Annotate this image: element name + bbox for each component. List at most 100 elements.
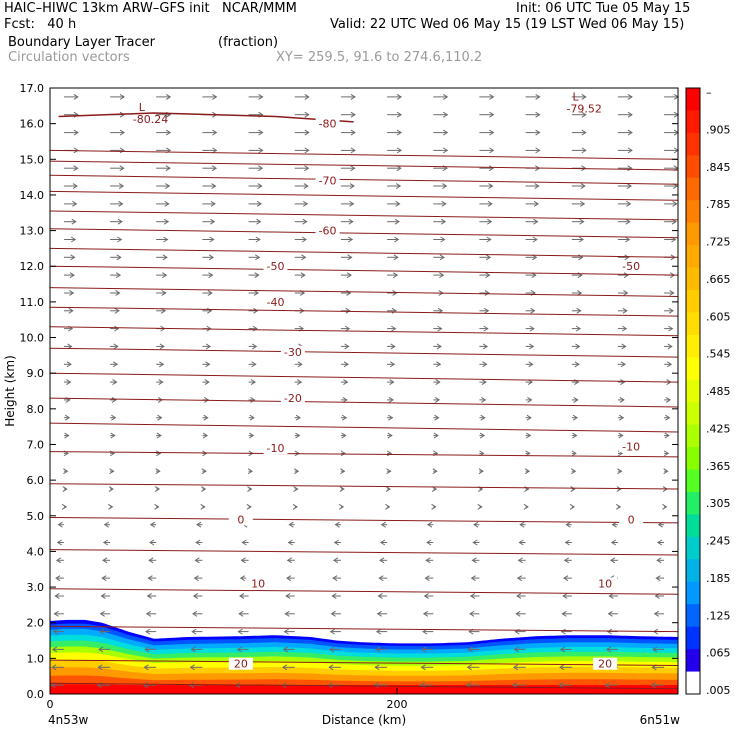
- vector-head: [432, 468, 438, 475]
- vector-head: [423, 593, 429, 599]
- vector-head: [626, 183, 632, 189]
- y-tick-label: 1.0: [27, 652, 45, 665]
- vector-head: [482, 343, 489, 350]
- vector-head: [246, 503, 252, 510]
- vector-head: [165, 93, 172, 100]
- vector-head: [606, 646, 612, 653]
- vector-head: [252, 343, 258, 350]
- vector-head: [610, 539, 617, 546]
- vector-head: [581, 129, 587, 136]
- vector-head: [112, 379, 118, 386]
- colorbar-swatch: [686, 290, 700, 313]
- colorbar-swatch: [686, 671, 700, 695]
- colorbar-swatch: [686, 177, 700, 201]
- vector-head: [489, 93, 495, 100]
- contour-label-bg: [593, 577, 618, 590]
- vector-head: [202, 432, 209, 439]
- vector-head: [71, 218, 77, 225]
- y-tick-label: 9.0: [27, 367, 45, 380]
- vector-head: [396, 93, 403, 100]
- vector-head: [147, 575, 153, 582]
- vector-head: [208, 254, 215, 261]
- vector-head: [530, 307, 536, 314]
- vector-head: [535, 93, 541, 100]
- vector-head: [388, 414, 394, 421]
- vector-head: [161, 290, 167, 296]
- vector-head: [571, 450, 577, 457]
- vector-head: [525, 450, 531, 457]
- model-title: HAIC–HIWC 13km ARW–GFS init NCAR/MMM: [4, 1, 297, 16]
- vector-head: [256, 218, 262, 225]
- vector-head: [562, 593, 568, 599]
- colorbar-swatch: [686, 424, 700, 448]
- vector-head: [113, 343, 119, 350]
- vector-head: [627, 93, 633, 100]
- y-tick-label: 11.0: [20, 296, 45, 309]
- vector-head: [350, 111, 356, 118]
- vector-head: [473, 521, 479, 528]
- vector-head: [239, 575, 246, 582]
- vector-head: [247, 468, 254, 475]
- xy-label: XY= 259.5, 91.6 to 274.6,110.2: [276, 50, 483, 65]
- vector-head: [433, 432, 439, 439]
- vector-head: [69, 290, 75, 296]
- vector-head: [165, 183, 171, 189]
- vector-head: [519, 521, 525, 528]
- vector-head: [481, 396, 487, 403]
- vector-head: [469, 593, 476, 599]
- vector-head: [238, 610, 244, 617]
- vector-head: [488, 183, 494, 189]
- tracer-base: [50, 685, 678, 694]
- vector-head: [200, 503, 206, 510]
- vector-head: [534, 183, 540, 189]
- colorbar-swatch: [686, 649, 700, 673]
- vector-head: [103, 521, 109, 528]
- vector-head: [101, 575, 107, 582]
- vector-head: [623, 272, 629, 279]
- vector-head: [470, 575, 476, 582]
- vector-head: [163, 218, 170, 225]
- vector-head: [569, 503, 576, 510]
- vector-head: [668, 307, 674, 314]
- vector-head: [348, 218, 354, 225]
- vector-head: [285, 575, 292, 582]
- temperature-contour: [50, 149, 678, 160]
- vector-head: [258, 129, 264, 136]
- vector-head: [98, 628, 105, 635]
- vector-head: [488, 165, 495, 172]
- vector-head: [212, 147, 218, 154]
- vector-head: [526, 432, 532, 439]
- vector-head: [393, 254, 399, 261]
- vector-head: [421, 646, 427, 653]
- x-tick-label: 200: [386, 698, 407, 711]
- vector-head: [420, 664, 426, 671]
- vector-head: [201, 468, 207, 475]
- contour-label: -30: [284, 346, 302, 359]
- vector-head: [210, 200, 216, 207]
- vector-head: [619, 396, 625, 403]
- vector-head: [53, 610, 59, 617]
- vector-head: [653, 610, 659, 617]
- vector-head: [564, 539, 570, 546]
- vector-head: [563, 575, 569, 582]
- vector-head: [56, 539, 62, 546]
- vector-head: [203, 414, 209, 421]
- valid-time: Valid: 22 UTC Wed 06 May 15 (19 LST Wed …: [330, 17, 685, 32]
- vector-head: [51, 664, 57, 671]
- contour-label-bg: [263, 260, 288, 273]
- contour-label: -10: [622, 440, 640, 453]
- vector-head: [377, 593, 383, 599]
- vector-head: [119, 165, 125, 172]
- vector-head: [350, 129, 356, 136]
- vector-head: [257, 183, 263, 189]
- vector-head: [145, 628, 151, 635]
- vector-head: [489, 147, 495, 154]
- y-tick-label: 3.0: [27, 581, 45, 594]
- vector-head: [334, 521, 340, 528]
- temperature-contour: [50, 588, 678, 595]
- colorbar-label: .605: [706, 310, 731, 323]
- vector-head: [249, 432, 255, 439]
- vector-head: [623, 290, 629, 296]
- vector-head: [389, 379, 395, 386]
- vector-head: [342, 396, 348, 403]
